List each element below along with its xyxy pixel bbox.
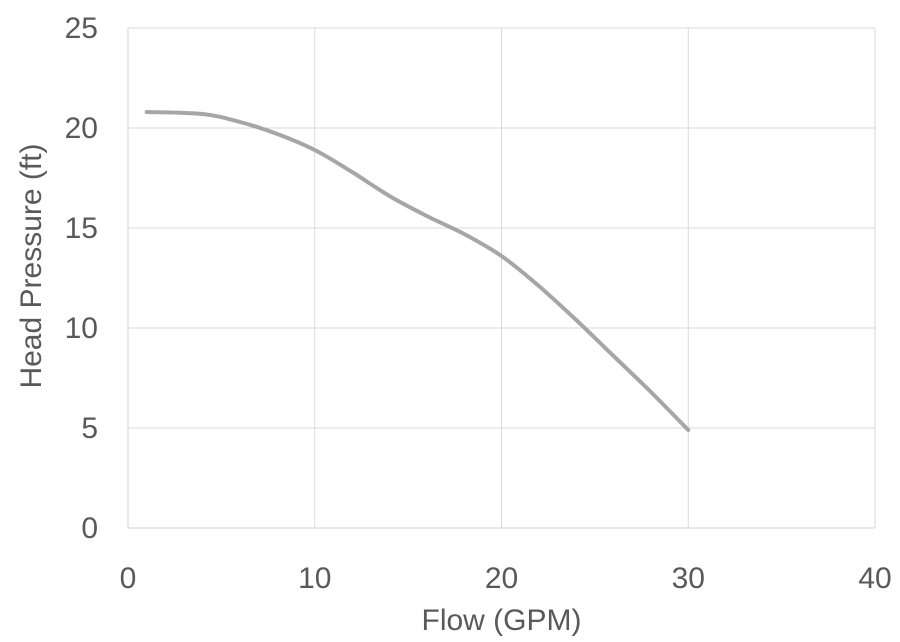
y-tick-label: 5 [81, 412, 98, 445]
tick-labels: 0 5 10 15 20 25 0 10 20 30 40 [65, 12, 892, 595]
x-tick-label: 10 [298, 562, 331, 595]
x-tick-label: 40 [858, 562, 891, 595]
y-tick-label: 0 [81, 512, 98, 545]
y-tick-label: 10 [65, 312, 98, 345]
y-axis-title: Head Pressure (ft) [15, 143, 48, 388]
grid [128, 27, 876, 528]
y-tick-label: 25 [65, 12, 98, 45]
series-layer [144, 110, 691, 432]
x-tick-label: 30 [672, 562, 705, 595]
y-tick-label: 20 [65, 112, 98, 145]
x-tick-label: 20 [485, 562, 518, 595]
x-axis-title: Flow (GPM) [422, 604, 582, 637]
x-tick-label: 0 [120, 562, 137, 595]
axes [127, 28, 875, 529]
y-tick-label: 15 [65, 212, 98, 245]
series-line-0 [144, 110, 691, 432]
